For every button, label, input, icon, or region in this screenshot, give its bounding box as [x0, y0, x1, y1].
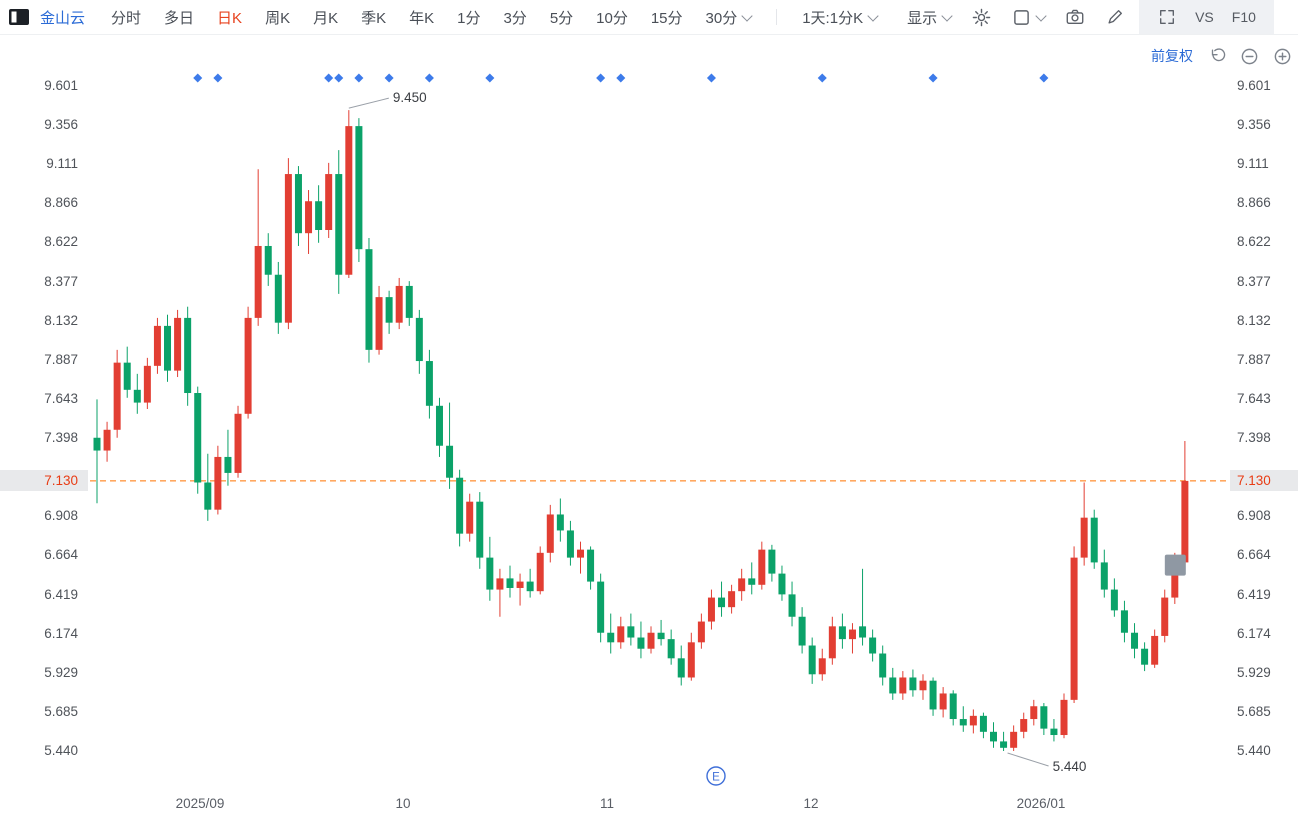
y-axis-label: 9.601 — [1237, 78, 1271, 93]
chevron-down-icon — [941, 9, 953, 22]
x-axis-label: 10 — [395, 796, 411, 811]
tab-8[interactable]: 3分 — [503, 9, 527, 27]
y-axis-label: 8.132 — [44, 312, 78, 328]
chart-subheader: 前复权 — [1151, 46, 1292, 66]
pencil-draw-icon[interactable] — [1105, 7, 1125, 27]
y-axis-label: 9.356 — [44, 117, 78, 133]
toolbar-right: 显示 — [907, 7, 1125, 28]
x-axis-label: 11 — [599, 796, 615, 811]
toolbar-right-group: VS F10 — [1139, 0, 1274, 34]
y-axis-label: 9.111 — [1237, 156, 1269, 172]
display-menu-label: 显示 — [907, 9, 938, 27]
x-axis-label: 2026/01 — [1016, 796, 1066, 811]
tab-10[interactable]: 10分 — [596, 9, 628, 27]
y-axis-label: 7.887 — [1237, 351, 1271, 367]
y-axis-label: 8.377 — [44, 273, 78, 289]
y-axis-label: 6.664 — [44, 547, 78, 563]
tab-5[interactable]: 季K — [361, 9, 387, 27]
tab-7[interactable]: 1分 — [457, 9, 481, 27]
y-axis-label: 7.398 — [44, 430, 78, 446]
high-annotation: 9.450 — [393, 90, 427, 105]
settings-gear-icon[interactable] — [971, 7, 991, 27]
period-tabs: 分时 多日 日K 周K 月K 季K 年K 1分 3分 5分 10分 15分 30分 1天:1分K — [111, 7, 879, 28]
panel-icon — [1011, 7, 1031, 27]
tab-11[interactable]: 15分 — [650, 9, 683, 27]
tab-2[interactable]: 日K — [217, 9, 243, 27]
y-axis-label: 5.929 — [44, 664, 78, 680]
tab-4[interactable]: 月K — [313, 9, 339, 27]
fullscreen-expand-icon[interactable] — [1157, 7, 1177, 27]
y-axis-label: 5.929 — [1237, 664, 1271, 680]
display-menu[interactable]: 显示 — [907, 7, 953, 28]
y-axis-label: 7.643 — [44, 390, 78, 406]
low-annotation: 5.440 — [1053, 759, 1087, 774]
tab-9[interactable]: 5分 — [549, 9, 574, 27]
stock-symbol[interactable]: 金山云 — [40, 9, 86, 27]
y-axis-label: 8.866 — [44, 195, 78, 211]
y-axis-label: 8.132 — [1237, 312, 1271, 328]
event-markers[interactable] — [193, 73, 1049, 83]
y-axis-label: 8.622 — [1237, 234, 1271, 250]
reset-zoom-icon[interactable] — [1207, 47, 1226, 66]
zoom-out-icon[interactable] — [1240, 47, 1259, 66]
camera-screenshot-icon[interactable] — [1065, 7, 1085, 27]
adjust-mode-button[interactable]: 前复权 — [1151, 48, 1193, 64]
chart-area[interactable]: 9.450 5.440 E 9.601 9.356 9.111 8.866 8.622 8.3… — [0, 35, 1298, 823]
tab-13[interactable]: 1天:1分K — [802, 7, 879, 28]
zoom-in-icon[interactable] — [1273, 47, 1292, 66]
y-axis-label: 6.174 — [44, 625, 78, 641]
y-axis-label: 6.419 — [44, 586, 78, 602]
y-axis-label: 8.377 — [1237, 273, 1271, 289]
y-axis-label: 5.685 — [1237, 703, 1271, 719]
panel-select-menu[interactable] — [1011, 7, 1047, 27]
toolbar: 金山云 分时 多日 日K 周K 月K 季K 年K 1分 3分 5分 10分 15分 30分 1天:1分K … — [0, 0, 1298, 35]
chevron-down-icon — [741, 9, 753, 22]
y-axis-label: 6.908 — [1237, 508, 1271, 524]
chevron-down-icon — [1035, 9, 1047, 22]
current-price-label-left: 7.130 — [0, 470, 88, 492]
y-axis-label: 6.664 — [1237, 547, 1271, 563]
y-axis-label: 9.356 — [1237, 117, 1271, 133]
y-axis-label: 6.908 — [44, 508, 78, 524]
tab-0[interactable]: 分时 — [111, 9, 142, 27]
y-axis-label: 5.440 — [44, 743, 78, 758]
x-axis-label: 2025/09 — [175, 796, 225, 811]
tab-12[interactable]: 30分 — [706, 7, 753, 28]
f10-info-button[interactable]: F10 — [1231, 9, 1256, 25]
tab-3[interactable]: 周K — [265, 9, 291, 27]
window-layout-icon[interactable] — [8, 8, 30, 26]
earnings-marker-icon[interactable] — [706, 766, 726, 786]
y-axis-label: 6.419 — [1237, 586, 1271, 602]
toolbar-divider — [776, 9, 778, 25]
y-axis-label: 5.685 — [44, 703, 78, 719]
y-axis-label: 7.398 — [1237, 430, 1271, 446]
candles — [93, 110, 1189, 751]
y-axis-label: 7.643 — [1237, 390, 1271, 406]
vs-compare-button[interactable]: VS — [1195, 9, 1214, 25]
y-axis-label: 8.622 — [44, 234, 78, 250]
y-axis-label: 8.866 — [1237, 195, 1271, 211]
y-axis-label: 7.887 — [44, 351, 78, 367]
note-marker[interactable] — [1164, 554, 1186, 576]
chevron-down-icon — [867, 9, 879, 22]
y-axis-label: 6.174 — [1237, 625, 1271, 641]
current-price-label-right: 7.130 — [1230, 470, 1298, 492]
x-axis-label: 12 — [803, 796, 819, 811]
y-axis-label: 9.111 — [46, 156, 78, 172]
tab-6[interactable]: 年K — [409, 9, 435, 27]
y-axis-label: 5.440 — [1237, 743, 1271, 758]
earnings-marker-label: E — [712, 772, 720, 784]
tab-1[interactable]: 多日 — [164, 9, 195, 27]
y-axis-label: 9.601 — [44, 78, 78, 93]
